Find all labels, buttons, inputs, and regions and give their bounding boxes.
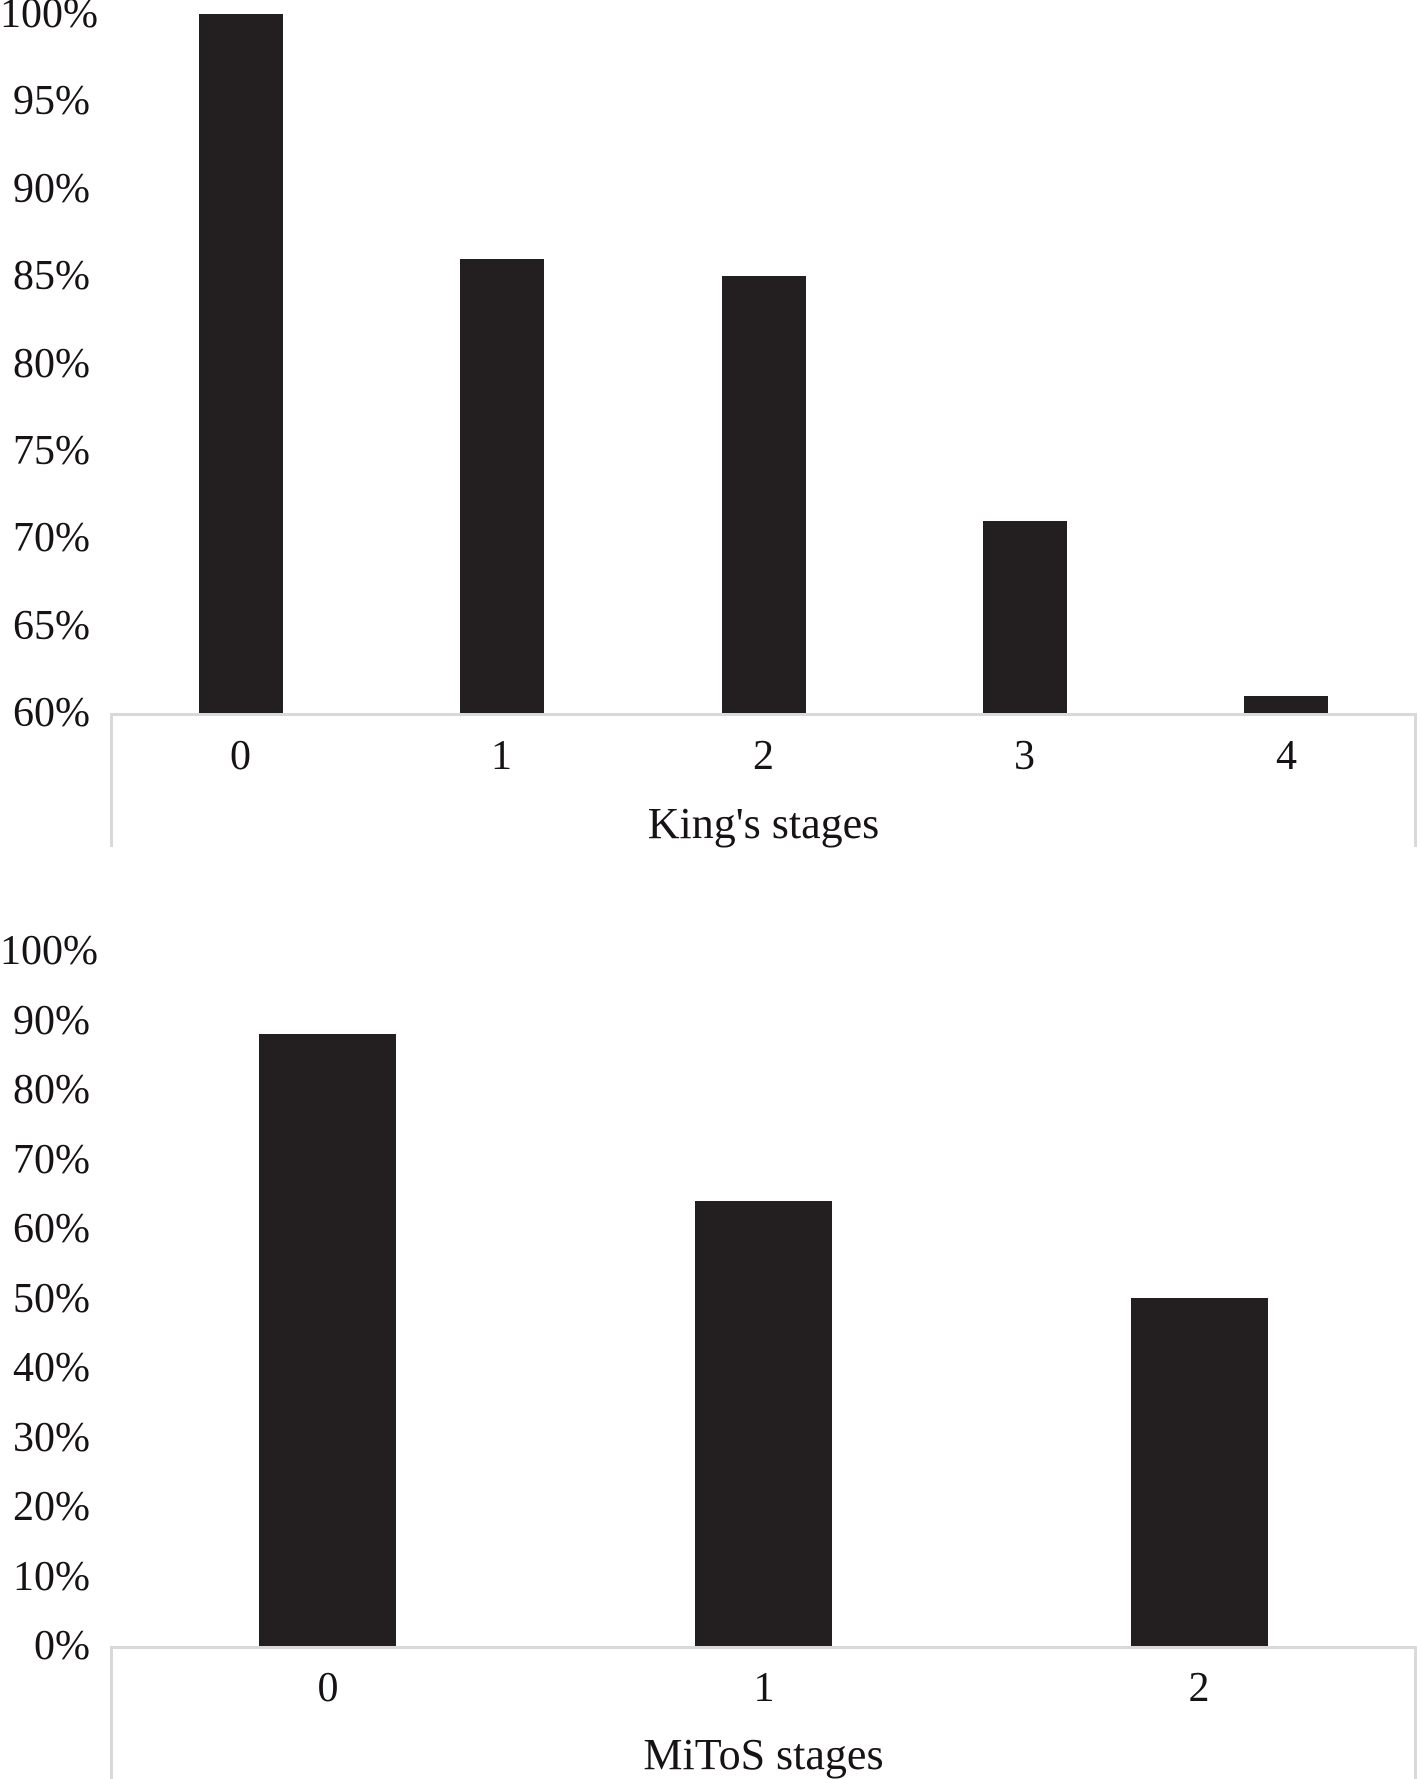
axis-frame-right-line <box>1414 713 1417 847</box>
x-category-label: 4 <box>1276 733 1297 779</box>
y-axis-tick-label: 85% <box>13 253 90 300</box>
y-axis-tick-label: 90% <box>13 997 90 1044</box>
bar-category-0 <box>199 14 283 713</box>
y-axis-tick-label: 10% <box>13 1553 90 1600</box>
y-axis-tick-label: 75% <box>13 427 90 474</box>
y-axis-tick-label: 90% <box>13 165 90 212</box>
bar-category-2 <box>722 276 806 713</box>
axis-frame-left-line <box>110 1646 113 1779</box>
y-axis-tick-label: 80% <box>13 1067 90 1113</box>
x-axis-line <box>110 1646 1417 1649</box>
axis-frame-left-line <box>110 713 113 847</box>
y-axis-tick-label: 65% <box>13 602 90 649</box>
bar-category-3 <box>983 521 1067 713</box>
y-axis-tick-label: 60% <box>13 1206 90 1252</box>
y-axis-tick-label: 70% <box>13 515 90 562</box>
y-axis-tick-label: 0% <box>34 1623 90 1669</box>
y-axis-tick-label: 50% <box>13 1275 90 1322</box>
axis-frame-right-line <box>1414 1646 1417 1779</box>
y-axis-tick-label: 20% <box>13 1484 90 1530</box>
y-axis-tick-label: 100% <box>0 928 98 974</box>
kings-stages-axis-title: King's stages <box>647 799 880 848</box>
x-category-label: 1 <box>491 733 512 779</box>
y-axis-tick-label: 60% <box>13 690 90 736</box>
x-category-label: 2 <box>1188 1665 1210 1711</box>
y-axis-tick-label: 80% <box>13 340 90 387</box>
y-axis-tick-label: 30% <box>13 1414 90 1461</box>
bar-category-4 <box>1244 696 1328 713</box>
x-category-label: 2 <box>753 733 774 779</box>
bar-category-0 <box>259 1034 396 1646</box>
bar-category-2 <box>1131 1298 1268 1646</box>
x-category-label: 3 <box>1014 733 1035 779</box>
y-axis-tick-label: 95% <box>13 78 90 125</box>
x-category-label: 1 <box>753 1665 775 1711</box>
bar-category-1 <box>695 1201 832 1646</box>
x-category-label: 0 <box>230 733 251 779</box>
bar-category-1 <box>460 259 544 713</box>
y-axis-tick-label: 70% <box>13 1136 90 1183</box>
x-axis-line <box>110 713 1417 716</box>
x-category-label: 0 <box>317 1665 339 1711</box>
y-axis-tick-label: 100% <box>0 0 98 37</box>
mitos-stages-axis-title: MiToS stages <box>643 1730 884 1779</box>
y-axis-tick-label: 40% <box>13 1345 90 1391</box>
